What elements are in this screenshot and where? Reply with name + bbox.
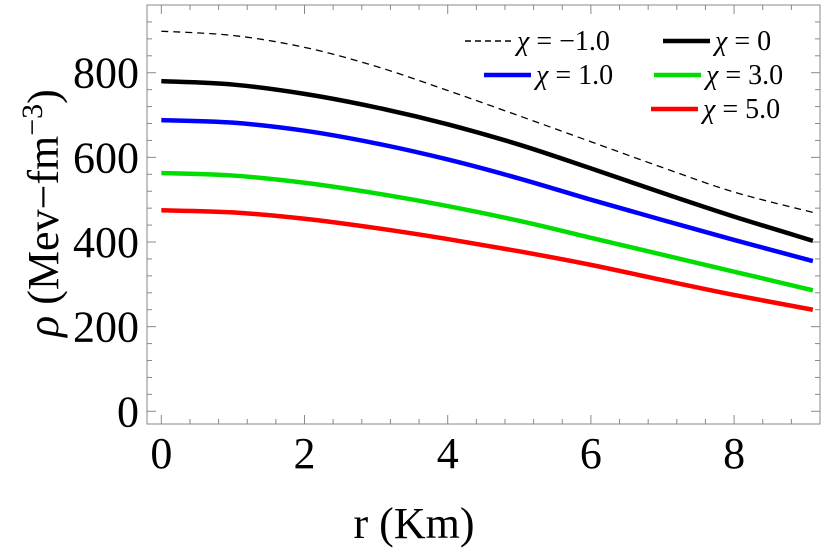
legend-label-1: χ = 0 — [712, 26, 771, 57]
y-tick-label: 0 — [117, 387, 139, 436]
series-line-2 — [161, 117, 814, 264]
legend-value: = −1.0 — [529, 26, 610, 57]
series-line-0 — [161, 30, 814, 214]
series-line-4 — [161, 208, 814, 312]
y-axis-label-close: ) — [19, 89, 68, 104]
legend-chi-symbol: χ — [703, 60, 719, 91]
legend-value: = 0 — [727, 26, 771, 57]
legend-chi-symbol: χ — [533, 60, 549, 91]
plot-frame — [146, 4, 821, 425]
legend-value: = 3.0 — [718, 60, 783, 91]
y-axis-label-symbol: ρ — [19, 316, 68, 339]
legend-chi-symbol: χ — [712, 26, 728, 57]
legend-chi-symbol: χ — [514, 26, 530, 57]
x-tick-label: 0 — [150, 429, 172, 478]
x-tick-label: 2 — [294, 429, 316, 478]
y-tick-label: 400 — [73, 218, 139, 267]
legend-label-0: χ = −1.0 — [514, 26, 610, 57]
series-line-1 — [161, 78, 814, 243]
series-line-3 — [161, 170, 814, 293]
legend-value: = 1.0 — [548, 60, 613, 91]
tick-labels: 0 2 4 6 8 0 200 400 600 800 — [73, 49, 745, 478]
y-tick-label: 600 — [73, 133, 139, 182]
y-axis-label: ρ (Mev−fm−3) — [16, 89, 68, 339]
legend-value: = 5.0 — [715, 94, 780, 125]
y-axis-label-superscript: −3 — [16, 104, 49, 136]
y-axis-label-text: (Mev−fm — [19, 136, 68, 316]
y-tick-label: 800 — [73, 49, 139, 98]
legend-label-4: χ = 5.0 — [700, 94, 780, 125]
legend-label-2: χ = 1.0 — [533, 60, 613, 91]
y-tick-label: 200 — [73, 303, 139, 352]
legend-label-3: χ = 3.0 — [703, 60, 783, 91]
x-tick-label: 4 — [437, 429, 459, 478]
legend: χ = −1.0 χ = 0χ = 1.0 χ = 3.0χ = 5.0 — [465, 26, 783, 125]
x-tick-label: 6 — [580, 429, 602, 478]
series-lines — [161, 30, 814, 312]
legend-chi-symbol: χ — [700, 94, 716, 125]
axis-ticks — [147, 5, 820, 424]
x-axis-label: r (Km) — [354, 499, 475, 548]
plot-border — [146, 4, 821, 425]
x-tick-label: 8 — [723, 429, 745, 478]
